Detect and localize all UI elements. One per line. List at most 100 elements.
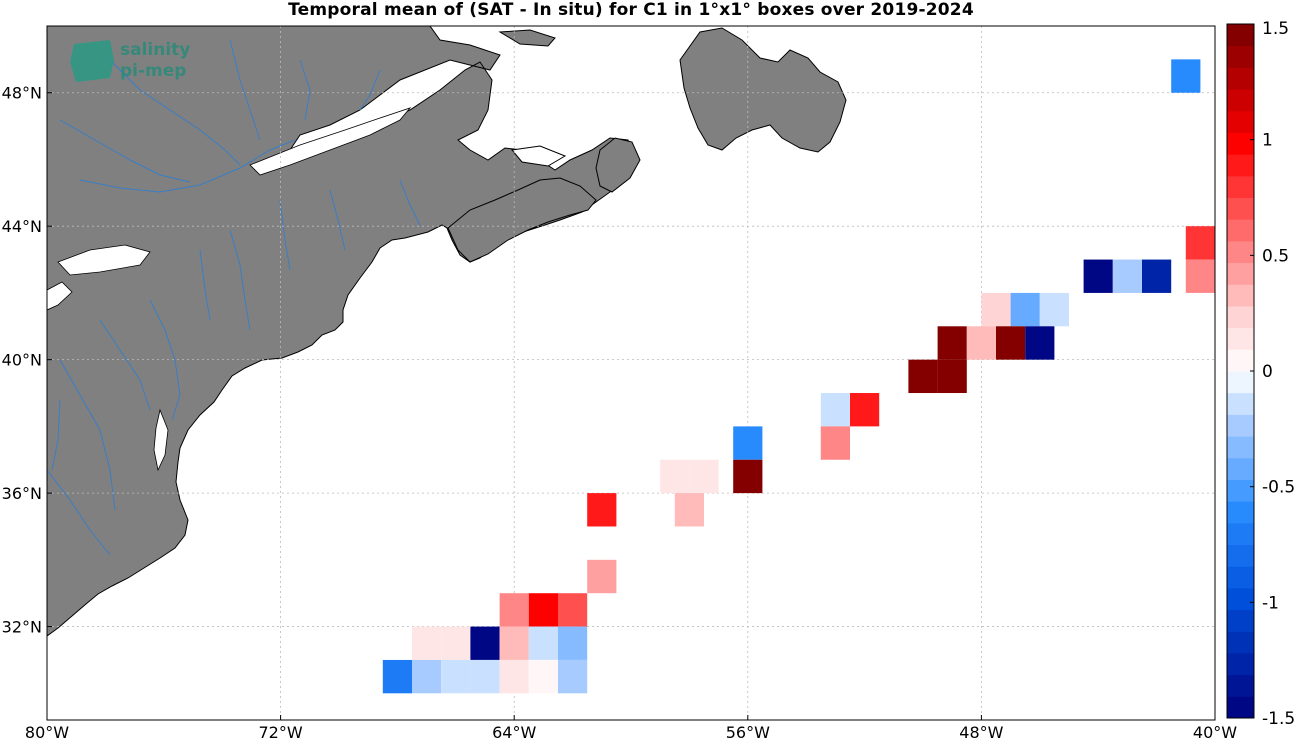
data-cells	[382, 59, 1215, 694]
colorbar-level	[1227, 154, 1254, 177]
heatmap-cell	[689, 459, 719, 494]
heatmap-cell	[558, 659, 588, 694]
colorbar-tick-label: 1.5	[1262, 19, 1289, 39]
colorbar-level	[1227, 566, 1254, 589]
lake-ontario	[57, 244, 151, 276]
colorbar-level	[1227, 414, 1254, 437]
heatmap-cell	[412, 626, 442, 660]
colorbar-tick-label: 0	[1262, 362, 1273, 382]
heatmap-cell	[733, 426, 763, 460]
logo-text-line1: salinity	[120, 40, 190, 60]
colorbar-level	[1227, 305, 1254, 329]
y-axis-ticks: 32°N 36°N 40°N 44°N 48°N	[2, 84, 52, 637]
cape-breton-island	[595, 137, 641, 193]
colorbar-level	[1227, 479, 1254, 502]
heatmap-cell	[850, 393, 880, 427]
x-tick-label: 72°W	[259, 723, 303, 740]
rivers	[47, 39, 421, 556]
heatmap-cell	[499, 593, 529, 627]
colorbar-tick-label: 1	[1262, 131, 1273, 151]
lake-erie	[47, 281, 73, 311]
heatmap-cell	[660, 459, 690, 494]
heatmap-cell	[908, 359, 938, 394]
colorbar-level	[1227, 501, 1254, 524]
heatmap-cell	[1171, 59, 1201, 93]
heatmap-cell	[981, 292, 1011, 327]
salinity-pi-mep-logo: salinity pi-mep	[70, 40, 190, 82]
colorbar-level	[1227, 197, 1254, 220]
nova-scotia-peninsula	[447, 177, 597, 263]
heatmap-cell	[587, 559, 617, 594]
heatmap-cell	[1039, 292, 1069, 327]
colorbar-level	[1227, 392, 1254, 415]
chesapeake-bay	[153, 408, 169, 472]
colorbar-level	[1227, 110, 1254, 133]
colorbar-level	[1227, 457, 1254, 480]
colorbar-level	[1227, 284, 1254, 307]
heatmap-cell	[733, 459, 763, 494]
colorbar-level	[1227, 371, 1254, 394]
heatmap-cell	[470, 659, 500, 694]
colorbar-level	[1227, 89, 1254, 112]
colorbar-tick-label: 0.5	[1262, 246, 1289, 266]
heatmap-cell	[528, 626, 558, 660]
colorbar-level	[1227, 522, 1254, 545]
colorbar-level	[1227, 609, 1254, 632]
heatmap-cell	[441, 659, 471, 694]
heatmap-cell	[1185, 259, 1215, 293]
heatmap-cell	[937, 326, 967, 360]
colorbar-level	[1227, 674, 1254, 697]
anticosti-island	[498, 29, 556, 47]
colorbar-level	[1227, 696, 1254, 719]
gulf-of-st-lawrence-water	[249, 107, 412, 176]
colorbar-level	[1227, 587, 1254, 611]
colorbar-tick-label: -1	[1262, 593, 1279, 613]
colorbar-level	[1227, 652, 1254, 676]
heatmap-cell	[820, 426, 850, 460]
heatmap-cell	[674, 493, 704, 527]
colorbar-level	[1227, 631, 1254, 654]
heatmap-cell	[412, 659, 442, 694]
y-tick-label: 48°N	[2, 84, 42, 103]
heatmap-cell	[937, 359, 967, 394]
heatmap-cell	[1142, 259, 1172, 293]
logo-text-line2: pi-mep	[120, 61, 186, 81]
heatmap-cell	[1025, 326, 1055, 360]
x-tick-label: 40°W	[1193, 723, 1237, 740]
x-tick-label: 56°W	[726, 723, 770, 740]
colorbar-level	[1227, 349, 1254, 372]
heatmap-cell	[470, 626, 500, 660]
heatmap-cell	[1112, 259, 1142, 293]
colorbar	[1226, 23, 1255, 719]
colorbar-level	[1227, 24, 1254, 47]
y-tick-label: 32°N	[2, 618, 42, 637]
map-frame	[46, 25, 1216, 721]
heatmap-cell	[441, 626, 471, 660]
heatmap-cell	[528, 593, 558, 627]
x-tick-label: 48°W	[959, 723, 1003, 740]
map-title: Temporal mean of (SAT - In situ) for C1 …	[288, 0, 974, 20]
heatmap-cell	[587, 493, 617, 527]
heatmap-cell	[1185, 226, 1215, 260]
logo-mark-icon	[70, 40, 114, 82]
colorbar-level	[1227, 262, 1254, 285]
heatmap-cell	[558, 626, 588, 660]
heatmap-cell	[499, 659, 529, 694]
grid-lines	[47, 26, 1215, 720]
y-tick-label: 44°N	[2, 217, 42, 236]
colorbar-level	[1227, 240, 1254, 264]
y-tick-label: 40°N	[2, 351, 42, 370]
colorbar-level	[1227, 544, 1254, 567]
heatmap-cell	[1010, 292, 1040, 327]
prince-edward-island	[511, 145, 567, 167]
x-tick-label: 80°W	[25, 723, 69, 740]
colorbar-level	[1227, 436, 1254, 459]
heatmap-cell	[820, 393, 850, 427]
heatmap-cell	[528, 659, 558, 694]
x-tick-label: 64°W	[492, 723, 536, 740]
heatmap-cell	[499, 626, 529, 660]
heatmap-cell	[558, 593, 588, 627]
heatmap-cell	[1083, 259, 1113, 293]
colorbar-level	[1227, 175, 1254, 198]
